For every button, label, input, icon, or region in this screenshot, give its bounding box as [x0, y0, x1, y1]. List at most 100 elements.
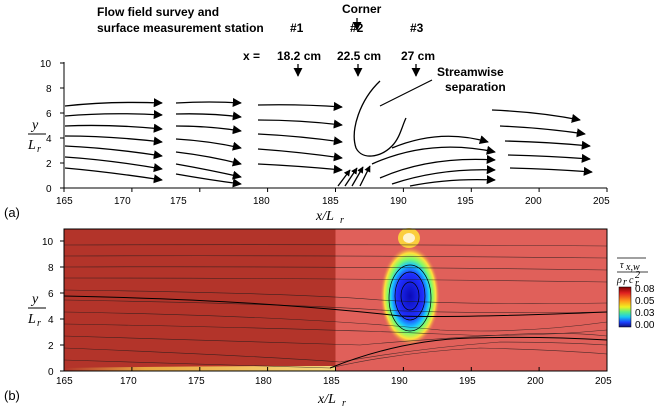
- x-equals-label: x =: [243, 49, 260, 63]
- streamline-a2-5: [175, 151, 242, 167]
- colorbar-title-denominator-var: c: [629, 275, 634, 286]
- panel-a-x-tick-205: 205: [593, 196, 610, 207]
- colorbar: τ x,w ρ r c 2 r 0.08 0.05 0.03 0.00: [616, 257, 655, 331]
- colorbar-title-numerator-subscript: x,w: [625, 262, 640, 273]
- panel-a-x-tick-180: 180: [253, 196, 270, 207]
- panel-b-x-tick-165: 165: [56, 376, 73, 387]
- panel-a-x-tick-195: 195: [457, 196, 474, 207]
- streamline-a2-2: [175, 111, 242, 121]
- streamline-a4-5: [409, 175, 496, 187]
- panel-a-xlabel: x/L: [315, 209, 334, 224]
- panel-b-y-tick-10: 10: [42, 237, 54, 248]
- panel-a-y-tick-2: 2: [46, 159, 52, 170]
- panel-a-ylabel-numerator: y: [30, 118, 39, 133]
- streamline-a4-3: [379, 154, 496, 179]
- streamline-a1-2: [64, 109, 163, 120]
- colorbar-title-denominator-var-subscript: r: [635, 278, 639, 289]
- streamline-a5-1: [491, 109, 581, 123]
- panel-b-y-tick-4: 4: [48, 315, 54, 326]
- panel-b-x-ticks: 165 170 175 180 185 190 195 200 205: [56, 367, 612, 387]
- panel-b-y-tick-8: 8: [48, 263, 54, 274]
- streamline-b-2: [63, 255, 608, 259]
- panel-a-x-tick-165: 165: [56, 196, 73, 207]
- streamline-a3-4: [257, 148, 343, 162]
- panel-b-ylabel-numerator: y: [30, 292, 39, 307]
- streamline-b-3: [63, 266, 608, 271]
- streamline-b-9: [63, 333, 608, 346]
- panel-b-xlabel: x/L: [317, 392, 336, 407]
- upper-spot-core: [403, 233, 415, 243]
- panel-b-label: (b): [4, 388, 20, 403]
- right-shear-field: [335, 229, 607, 371]
- panel-b-y-ticks: 0 2 4 6 8 10: [42, 237, 64, 378]
- panel-a-x-tick-185: 185: [322, 196, 339, 207]
- streamline-a2-3: [175, 125, 242, 135]
- panel-b-x-tick-185: 185: [323, 376, 340, 387]
- streamline-a5-2: [499, 125, 586, 138]
- panel-b-x-tick-175: 175: [188, 376, 205, 387]
- colorbar-title-denominator-superscript: 2: [635, 270, 640, 281]
- separation-pointer-line: [379, 79, 433, 107]
- colorbar-tick-000: 0.00: [635, 320, 655, 331]
- colorbar-title-denominator-subscript: r: [623, 277, 627, 288]
- dividing-streamline: [63, 295, 608, 317]
- survey-title-line1: Flow field survey and: [97, 5, 219, 19]
- panel-a-x-tick-200: 200: [525, 196, 542, 207]
- panel-a-ylabel-subscript: r: [37, 144, 41, 155]
- panel-a-x-tick-175: 175: [170, 196, 187, 207]
- vortex-swirl: [388, 264, 432, 332]
- panel-b-x-tick-200: 200: [527, 376, 544, 387]
- panel-b-streamlines: [63, 244, 608, 369]
- station-1-label: #1: [290, 21, 304, 35]
- panel-b-xlabel-subscript: r: [342, 398, 346, 409]
- panel-a-y-tick-0: 0: [46, 184, 52, 195]
- streamline-a3-1: [257, 101, 343, 111]
- panel-a-ylabel-denominator: L: [27, 138, 36, 153]
- panel-b-x-tick-180: 180: [255, 376, 272, 387]
- panel-b-x-tick-170: 170: [120, 376, 137, 387]
- streamline-a1-5: [64, 145, 163, 160]
- streamline-b-8: [63, 323, 608, 336]
- colorbar-tick-005: 0.05: [635, 296, 655, 307]
- corner-arrow-2: [344, 167, 358, 187]
- streamline-a2-4: [175, 138, 242, 151]
- x-value-1: 18.2 cm: [277, 49, 321, 63]
- panel-a-y-tick-10: 10: [40, 59, 52, 70]
- streamline-b-6: [63, 299, 608, 313]
- panel-a-x-tick-170: 170: [114, 196, 131, 207]
- panel-b-y-tick-0: 0: [48, 367, 54, 378]
- reattachment-streamline: [329, 336, 608, 369]
- streamline-a3-3: [257, 133, 343, 146]
- colorbar-gradient: [618, 286, 632, 328]
- station-2-label: #2: [350, 21, 364, 35]
- streamline-b-11: [63, 347, 608, 369]
- panel-a-streamlines: [64, 80, 593, 188]
- panel-b-y-tick-2: 2: [48, 341, 54, 352]
- station-3-label: #3: [410, 21, 424, 35]
- streamline-a1-7: [64, 167, 163, 184]
- streamline-a1-4: [64, 135, 163, 146]
- streamline-b-7: [63, 311, 608, 332]
- streamline-a2-6: [175, 163, 242, 180]
- panel-b-ylabel-subscript: r: [37, 318, 41, 329]
- separation-label-line1: Streamwise: [437, 65, 504, 79]
- corner-arrow-3: [351, 166, 364, 187]
- corner-label: Corner: [342, 2, 382, 16]
- panel-a-y-tick-6: 6: [46, 109, 52, 120]
- streamline-a2-1: [175, 97, 242, 108]
- streamline-a1-3: [64, 123, 163, 133]
- streamline-a3-2: [257, 119, 343, 129]
- separation-bubble-outline: [353, 80, 407, 157]
- panel-a-xlabel-subscript: r: [340, 215, 344, 226]
- streamline-a3-5: [257, 163, 343, 174]
- colorbar-tick-003: 0.03: [635, 308, 655, 319]
- panel-a-y-ticks: 0 2 4 6 8 10: [40, 59, 64, 195]
- streamline-b-4: [63, 277, 608, 283]
- panel-b-x-tick-190: 190: [391, 376, 408, 387]
- corner-arrow-1: [337, 169, 351, 187]
- corner-arrow-4: [359, 165, 371, 187]
- panel-a-x-ticks: 165 170 175 180 185 190 195 200 205: [56, 188, 610, 207]
- streamline-a5-4: [507, 153, 591, 163]
- panel-b-x-tick-195: 195: [459, 376, 476, 387]
